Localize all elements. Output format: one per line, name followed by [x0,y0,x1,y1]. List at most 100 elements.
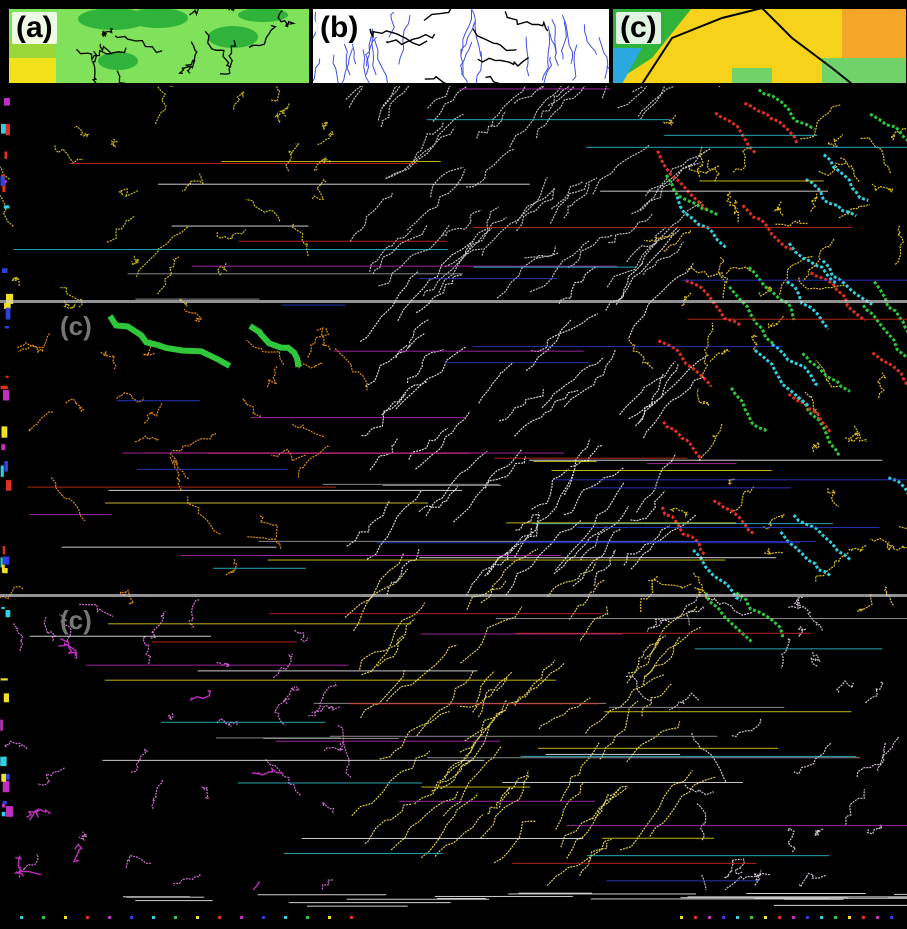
contour-0-0-4 [107,216,135,242]
contour-0-2-22 [828,135,843,147]
accent-contour-0-0 [874,282,907,336]
edge-fragment-12 [4,461,8,472]
colorbar-tick-right-5 [750,916,753,919]
scanline-28 [172,226,309,227]
scanline-24 [699,180,823,181]
contour-0-0-9 [322,122,328,130]
contour-1-0-13 [293,424,325,438]
contour-1-0-9 [317,328,331,351]
contour-2-2-11 [814,829,823,836]
contour-0-1-33 [433,86,496,122]
colorbar-tick-left-3 [86,916,89,919]
contour-2-2-10 [702,875,720,890]
edge-fragment-2 [3,557,9,565]
contour-2-0-1 [174,875,200,886]
scanline-73 [506,522,736,523]
contour-1-1-30 [370,438,398,470]
contour-1-2-14 [702,323,713,377]
contour-0-1-52 [593,145,649,194]
contour-0-1-48 [379,225,450,285]
edge-fragment-18 [4,205,10,208]
contour-2-2-4 [798,627,806,637]
magenta-contour-8 [74,845,82,862]
colorbar-tick-left-8 [196,916,199,919]
accent-contour-1-14 [888,478,907,526]
scanline-10 [538,748,778,749]
scanline-69 [496,618,907,619]
contour-0-2-14 [872,184,893,192]
contour-2-0-13 [311,880,333,890]
contour-0-1-23 [608,214,652,243]
colorbar-tick-right-3 [722,916,725,919]
accent-contour-0-3 [729,287,774,344]
scanline-1 [213,568,306,569]
green-band-1 [110,316,230,366]
contour-1-1-13 [514,391,578,437]
scanline-0 [529,460,882,461]
panel-c-label: (c) [616,12,661,44]
scanline-49 [502,782,743,783]
contour-0-1-8 [627,228,666,262]
contour-2-0-6 [203,788,209,799]
edge-fragment-39 [1,426,7,437]
contour-0-1-17 [525,246,556,258]
scanline-17 [552,470,772,471]
accent-contour-1-15 [863,305,907,360]
scanline-81 [117,400,201,401]
edge-fragment-37 [0,176,4,186]
scanline-4 [577,527,880,528]
scanline-38 [421,787,530,788]
contour-2-1-35 [377,619,415,667]
scanline-52 [105,503,428,504]
contour-2-2-2 [866,682,884,703]
edge-fragment-33 [0,757,6,766]
accent-contour-1-10 [713,501,755,534]
contour-1-1-11 [644,377,705,438]
contour-2-0-27 [152,780,162,809]
contour-0-0-17 [217,230,246,239]
colorbar-tick-right-2 [708,916,711,919]
edge-fragment-31 [0,720,3,731]
colorbar-line-12 [435,896,573,897]
contour-1-0-22 [308,328,329,357]
colorbar-tick-right-15 [890,916,893,919]
edge-fragment-35 [6,376,9,378]
contour-2-2-8 [724,859,741,878]
contour-1-2-21 [768,316,783,327]
scanline-86 [250,417,465,418]
contour-1-1-32 [499,389,543,421]
edge-fragment-38 [1,466,4,477]
contour-2-1-21 [494,821,535,863]
magenta-contour-5 [191,691,210,700]
panel-a-label: (a) [12,12,57,44]
edge-fragment-13 [6,610,11,617]
contour-1-1-46 [565,439,590,495]
contour-2-2-0 [846,789,865,825]
scanline-48 [323,484,500,485]
contour-1-1-12 [382,381,428,415]
contour-0-1-20 [443,210,482,235]
grid-cell-1-0 [0,309,367,609]
contour-0-1-43 [536,86,585,138]
contour-0-1-50 [641,86,718,119]
colorbar-tick-left-1 [42,916,45,919]
contour-2-2-15 [788,597,803,608]
scanline-21 [419,557,776,558]
contour-1-1-53 [485,457,526,489]
contour-0-2-4 [663,230,691,251]
contour-0-2-7 [810,194,817,212]
panel-b-label: (b) [316,12,362,44]
contour-1-1-31 [526,314,598,371]
contour-0-2-23 [733,148,751,173]
edge-fragment-34 [1,678,8,680]
contour-2-2-12 [697,804,706,841]
scanline-7 [158,184,530,185]
contour-2-0-10 [143,636,151,664]
contour-2-1-52 [421,794,478,858]
contour-2-1-36 [460,607,522,664]
contour-1-1-29 [554,526,607,574]
contour-1-0-12 [173,433,216,451]
scanline-9 [460,88,611,89]
edge-fragment-11 [1,444,5,450]
